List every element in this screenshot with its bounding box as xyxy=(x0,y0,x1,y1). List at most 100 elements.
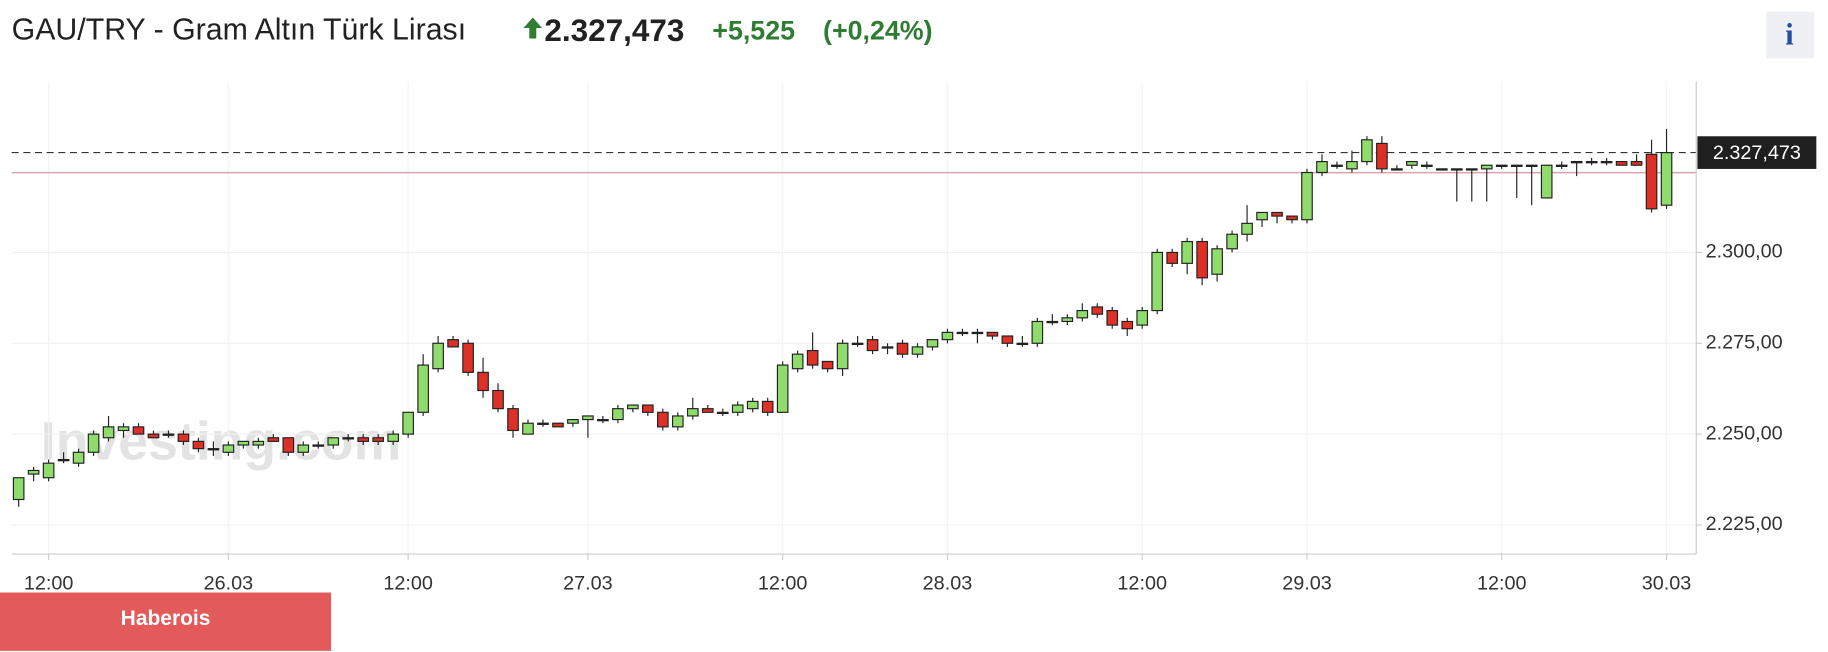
candle-body xyxy=(552,422,564,428)
candle-body xyxy=(1570,161,1583,164)
candle-body xyxy=(1226,233,1238,250)
candle-body xyxy=(1585,161,1598,164)
y-tick-label: 2.275,00 xyxy=(1706,332,1783,354)
candle-body xyxy=(1406,161,1418,166)
candle-body xyxy=(1361,139,1373,163)
watermark: Investing.com xyxy=(41,412,401,472)
candle-body xyxy=(282,437,295,453)
candle-body xyxy=(1480,164,1493,170)
candle-body xyxy=(342,437,355,440)
candle-body xyxy=(387,433,400,442)
candle-body xyxy=(1031,320,1044,344)
candle-body xyxy=(1495,164,1508,167)
candle-body xyxy=(12,477,25,501)
candle-body xyxy=(1211,248,1223,275)
badge-box xyxy=(0,592,332,651)
candle-body xyxy=(57,458,70,462)
candle-body xyxy=(776,364,789,413)
candle-body xyxy=(866,339,879,352)
candle-body xyxy=(117,426,130,432)
candle-body xyxy=(1061,317,1074,323)
candle-body xyxy=(297,444,310,453)
candle-body xyxy=(147,433,160,439)
x-tick-label: 30.03 xyxy=(1642,573,1692,595)
candle-body xyxy=(1001,335,1014,344)
candle-body xyxy=(1091,306,1104,315)
x-tick-label: 28.03 xyxy=(923,573,973,595)
candle-body xyxy=(1286,215,1298,221)
candle-body xyxy=(1465,168,1478,171)
candle-body xyxy=(926,339,939,348)
candle-body xyxy=(806,349,819,366)
candle-body xyxy=(1421,164,1433,167)
candle-body xyxy=(896,342,909,355)
candle-body xyxy=(1256,211,1268,221)
candle-body xyxy=(237,440,250,446)
candle-body xyxy=(1555,164,1568,167)
candle-body xyxy=(192,440,205,450)
candle-body xyxy=(252,440,265,446)
candle-body xyxy=(642,404,654,413)
candle-body xyxy=(582,415,594,421)
price-change: +5,525 xyxy=(712,16,795,46)
candle-body xyxy=(507,408,519,432)
y-tick-label: 2.225,00 xyxy=(1706,513,1783,535)
candle-body xyxy=(1316,161,1328,174)
candle-body xyxy=(1391,168,1403,171)
candle-body xyxy=(492,389,504,410)
x-tick-label: 12:00 xyxy=(758,573,808,595)
last-price-box xyxy=(1697,136,1817,169)
candle-body xyxy=(881,346,894,349)
candle-body xyxy=(1151,251,1164,312)
price-change-percent: (+0,24%) xyxy=(823,16,933,46)
candle-body xyxy=(1660,152,1673,206)
candle-body xyxy=(1121,320,1134,330)
x-tick-label: 12:00 xyxy=(24,573,74,595)
candle-body xyxy=(162,433,175,436)
candle-body xyxy=(911,346,924,355)
candle-body xyxy=(612,408,624,421)
info-icon[interactable]: i xyxy=(1785,17,1793,51)
candle-body xyxy=(1435,168,1448,171)
up-arrow-icon xyxy=(523,17,543,39)
candle-body xyxy=(971,331,984,335)
x-tick-label: 12:00 xyxy=(1117,573,1167,595)
candle-body xyxy=(671,415,684,428)
candle-body xyxy=(1600,161,1613,164)
candle-body xyxy=(851,342,864,346)
candle-body xyxy=(177,433,190,442)
candle-body xyxy=(432,342,444,370)
candle-body xyxy=(537,422,549,425)
last-price: 2.327,473 xyxy=(544,13,684,48)
candle-body xyxy=(1241,222,1253,235)
plot-area: 12:00 26.03 12:00 27.03 12:00 28.03 12:00 29.03… xyxy=(11,81,1697,595)
candle-body xyxy=(627,404,639,410)
x-tick-label: 26.03 xyxy=(204,573,254,595)
candle-body xyxy=(1525,164,1538,167)
x-tick-label: 12:00 xyxy=(1477,573,1527,595)
candle-body xyxy=(1016,342,1029,346)
candle-body xyxy=(267,437,280,442)
candle-body xyxy=(1331,164,1343,167)
candle-body xyxy=(986,331,999,337)
candle-body xyxy=(327,437,340,446)
candle-body xyxy=(1615,161,1628,166)
candle-body xyxy=(132,426,145,435)
candle-body xyxy=(597,418,609,422)
candle-body xyxy=(836,342,849,370)
candle-body xyxy=(1645,153,1658,210)
candle-body xyxy=(1540,164,1553,199)
x-tick-label: 12:00 xyxy=(383,573,433,595)
candle-body xyxy=(1346,161,1358,170)
badge-text: Haberois xyxy=(121,607,211,630)
candle-body xyxy=(791,353,804,370)
candle-body xyxy=(1136,309,1149,326)
candle-body xyxy=(522,422,534,435)
candle-body xyxy=(417,364,429,413)
candle-body xyxy=(1076,309,1089,319)
info-button[interactable] xyxy=(1766,11,1815,59)
candle-body xyxy=(87,433,100,453)
instrument-title: GAU/TRY - Gram Altın Türk Lirası xyxy=(12,13,466,46)
